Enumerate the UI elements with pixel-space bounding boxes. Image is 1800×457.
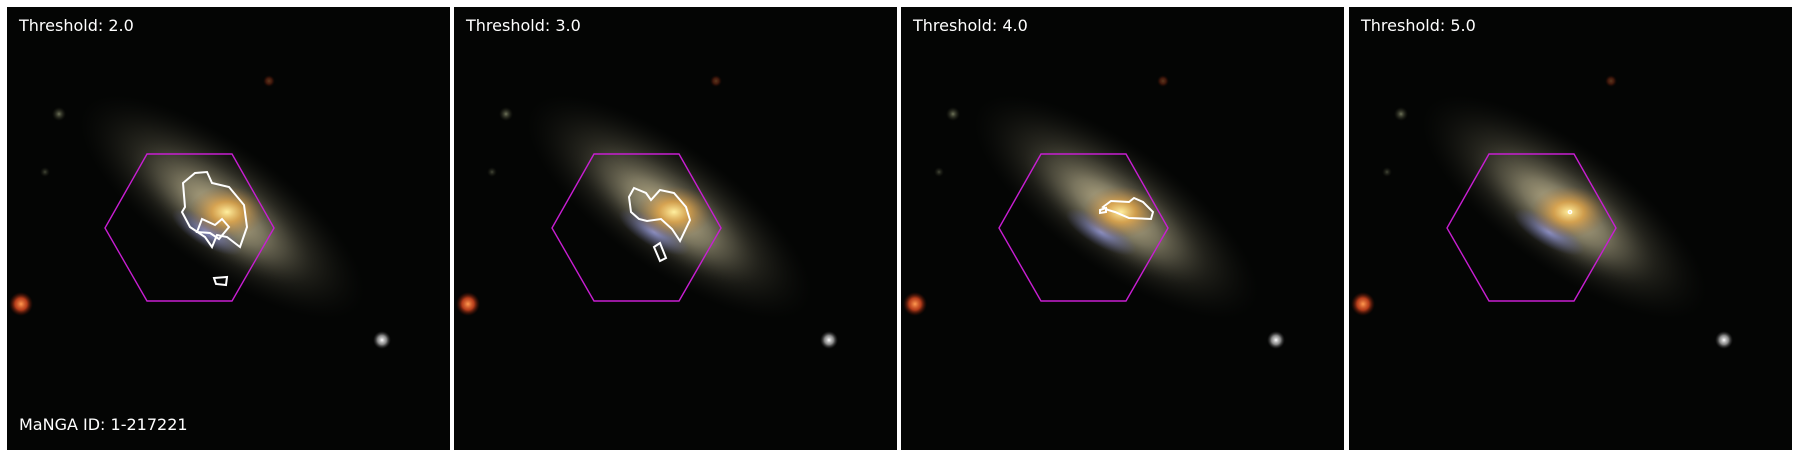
panel-threshold-2: Threshold: 2.0 MaNGA ID: 1-217221 <box>7 7 450 450</box>
threshold-label: Threshold: 4.0 <box>913 16 1028 35</box>
galaxy-image <box>454 7 897 450</box>
mask-contour <box>212 275 229 287</box>
threshold-label: Threshold: 2.0 <box>19 16 134 35</box>
mask-contour <box>627 186 692 244</box>
mask-contour <box>1567 209 1573 215</box>
galaxy-image <box>901 7 1344 450</box>
galaxy-image <box>7 7 450 450</box>
ifu-hexagon <box>104 153 275 302</box>
panel-threshold-5: Threshold: 5.0 <box>1349 7 1792 450</box>
mask-contour <box>652 241 668 263</box>
panel-threshold-4: Threshold: 4.0 <box>901 7 1344 450</box>
threshold-label: Threshold: 5.0 <box>1361 16 1476 35</box>
ifu-hexagon <box>998 153 1169 302</box>
panel-threshold-3: Threshold: 3.0 <box>454 7 897 450</box>
threshold-label: Threshold: 3.0 <box>466 16 581 35</box>
galaxy-image <box>1349 7 1792 450</box>
ifu-hexagon <box>1446 153 1617 302</box>
mask-contour <box>1099 206 1107 215</box>
manga-id-label: MaNGA ID: 1-217221 <box>19 415 188 434</box>
mask-contour <box>195 217 231 241</box>
mask-contour <box>1101 196 1155 221</box>
ifu-hexagon <box>551 153 722 302</box>
